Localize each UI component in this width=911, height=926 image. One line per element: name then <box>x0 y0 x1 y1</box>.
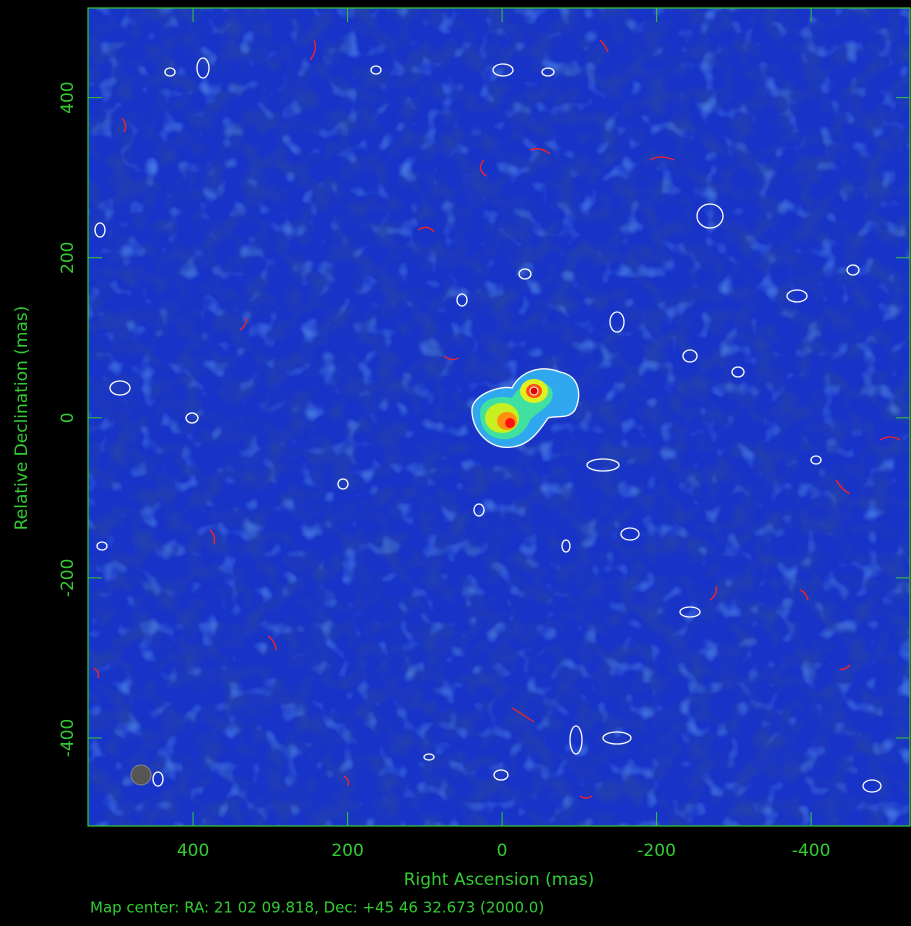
x-tick-label: -200 <box>637 841 676 861</box>
x-axis-label: Right Ascension (mas) <box>404 870 595 890</box>
x-tick-label: 200 <box>331 841 363 861</box>
page: {"chart_data": {"type": "image", "xlabel… <box>0 0 911 922</box>
x-tick-label: -400 <box>792 841 831 861</box>
footer: Map center: RA: 21 02 09.818, Dec: +45 4… <box>90 899 544 917</box>
chart: Right Ascension (mas) Relative Declinati… <box>0 0 911 922</box>
y-tick-label: -200 <box>58 559 78 598</box>
component-1-peak <box>505 418 515 428</box>
beam <box>131 765 151 785</box>
y-tick-label: 400 <box>58 81 78 113</box>
x-tick-label: 400 <box>177 841 209 861</box>
y-tick-label: -400 <box>58 719 78 758</box>
map-image <box>88 8 910 826</box>
x-tick-label: 0 <box>497 841 508 861</box>
y-tick-label: 200 <box>58 241 78 273</box>
y-tick-label: 0 <box>58 412 78 423</box>
component-2-peak <box>530 387 538 395</box>
y-axis-label: Relative Declination (mas) <box>12 306 32 531</box>
